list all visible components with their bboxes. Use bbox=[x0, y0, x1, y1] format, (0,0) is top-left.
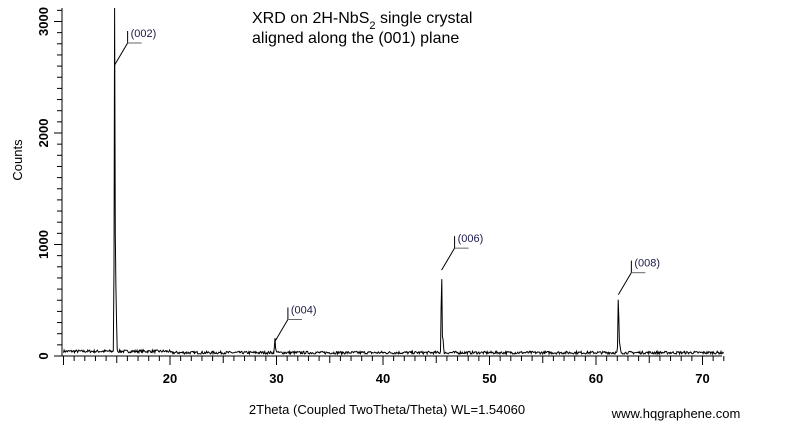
peak-annotation: (008) bbox=[617, 258, 660, 295]
peak-leader-line bbox=[617, 260, 632, 295]
y-tick-label: 3000 bbox=[36, 7, 51, 36]
peak-annotation: (002) bbox=[114, 28, 157, 66]
peak-leader-line bbox=[274, 307, 289, 342]
y-tick-label: 0 bbox=[36, 352, 51, 359]
title-text: single crystal bbox=[376, 10, 473, 27]
y-tick-label: 1000 bbox=[36, 230, 51, 259]
y-axis-label: Counts bbox=[10, 139, 25, 181]
x-tick-label: 70 bbox=[695, 371, 709, 386]
axes bbox=[61, 8, 722, 357]
x-tick-label: 50 bbox=[482, 371, 496, 386]
x-tick-label: 60 bbox=[589, 371, 603, 386]
chart-title-line: aligned along the (001) plane bbox=[252, 30, 459, 47]
peak-label: (004) bbox=[291, 305, 317, 317]
peak-label: (008) bbox=[634, 258, 660, 270]
peak-leader-line bbox=[114, 31, 129, 66]
peak-annotations: (002) (004) (006) (008) bbox=[114, 28, 660, 342]
chart-title-line: XRD on 2H-NbS2 single crystal bbox=[252, 10, 472, 32]
peak-annotation: (004) bbox=[274, 305, 317, 342]
title-text: aligned along the (001) plane bbox=[252, 30, 459, 47]
x-axis-label: 2Theta (Coupled TwoTheta/Theta) WL=1.540… bbox=[249, 402, 525, 417]
peak-label: (006) bbox=[458, 233, 484, 245]
title-text: XRD on 2H-NbS bbox=[252, 10, 369, 27]
subscript: 2 bbox=[369, 20, 375, 32]
watermark: www.hqgraphene.com bbox=[611, 406, 741, 421]
peak-label: (002) bbox=[131, 28, 157, 40]
x-tick-label: 40 bbox=[376, 371, 390, 386]
peak-leader-line bbox=[441, 236, 456, 271]
y-tick-label: 2000 bbox=[36, 119, 51, 148]
x-tick-label: 30 bbox=[269, 371, 283, 386]
ticks: 20 30 40 50 60 70 0 1000 2000 3000 bbox=[36, 7, 725, 386]
x-tick-label: 20 bbox=[163, 371, 177, 386]
peak-annotation: (006) bbox=[441, 233, 484, 271]
xrd-trace bbox=[63, 7, 725, 356]
